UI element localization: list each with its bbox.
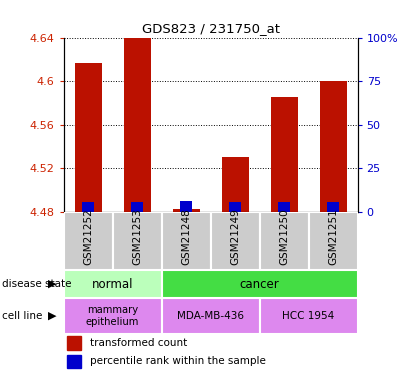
Bar: [260, 212, 309, 270]
Bar: [229, 202, 241, 212]
Text: transformed count: transformed count: [90, 338, 187, 348]
Text: GSM21252: GSM21252: [83, 209, 93, 266]
Bar: [113, 212, 162, 270]
Text: GSM21249: GSM21249: [230, 209, 240, 266]
Bar: [75, 63, 102, 212]
Bar: [270, 98, 298, 212]
Bar: [64, 270, 162, 298]
Bar: [327, 202, 339, 212]
Text: normal: normal: [92, 278, 134, 291]
Bar: [162, 212, 211, 270]
Text: disease state: disease state: [2, 279, 72, 289]
Text: ▶: ▶: [48, 311, 57, 321]
Text: HCC 1954: HCC 1954: [282, 311, 335, 321]
Bar: [309, 212, 358, 270]
Bar: [210, 212, 260, 270]
Bar: [162, 298, 260, 334]
Text: ▶: ▶: [48, 279, 57, 289]
Text: GSM21253: GSM21253: [132, 209, 142, 266]
Text: percentile rank within the sample: percentile rank within the sample: [90, 357, 266, 366]
Text: GSM21250: GSM21250: [279, 209, 289, 266]
Bar: [320, 81, 346, 212]
Bar: [64, 298, 162, 334]
Bar: [162, 270, 358, 298]
Text: MDA-MB-436: MDA-MB-436: [177, 311, 244, 321]
Bar: [64, 212, 113, 270]
Text: GSM21248: GSM21248: [181, 209, 191, 266]
Bar: [260, 298, 358, 334]
Bar: [67, 355, 81, 368]
Bar: [67, 336, 81, 350]
Text: GSM21251: GSM21251: [328, 209, 338, 266]
Text: mammary
epithelium: mammary epithelium: [86, 305, 139, 327]
Text: cell line: cell line: [2, 311, 42, 321]
Title: GDS823 / 231750_at: GDS823 / 231750_at: [142, 22, 279, 35]
Bar: [124, 38, 151, 212]
Text: cancer: cancer: [240, 278, 279, 291]
Bar: [131, 202, 143, 212]
Bar: [180, 201, 192, 212]
Bar: [82, 202, 94, 212]
Bar: [173, 209, 200, 212]
Bar: [222, 158, 249, 212]
Bar: [278, 202, 290, 212]
